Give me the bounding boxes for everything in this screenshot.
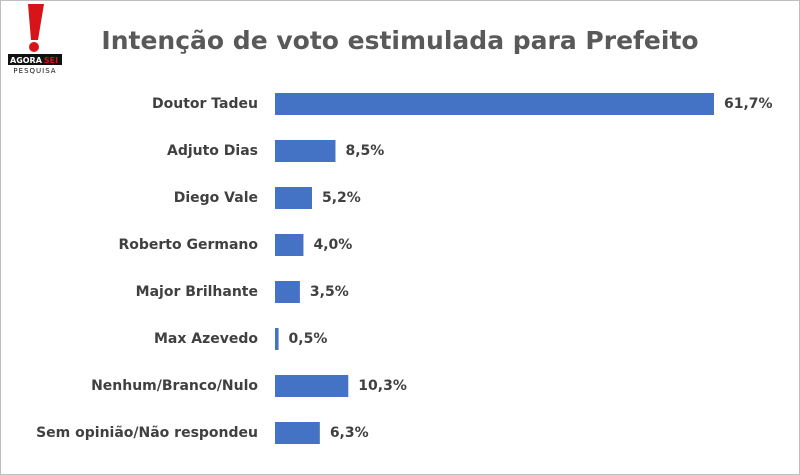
value-label: 5,2%: [322, 190, 361, 206]
category-label: Nenhum/Branco/Nulo: [91, 378, 258, 394]
logo-text: AGORA SEI: [10, 56, 58, 65]
logo-box: [8, 54, 62, 65]
logo-dot: [29, 42, 39, 52]
logo-mark: [28, 4, 44, 40]
category-label: Adjuto Dias: [167, 143, 258, 159]
logo-word: SEI: [44, 56, 58, 65]
bar: [275, 422, 320, 444]
category-label: Roberto Germano: [118, 237, 258, 253]
category-label: Major Brilhante: [136, 284, 258, 300]
bar: [275, 187, 312, 209]
value-label: 4,0%: [313, 237, 352, 253]
value-label: 6,3%: [330, 425, 369, 441]
category-label: Max Azevedo: [154, 331, 258, 347]
value-label: 10,3%: [358, 378, 407, 394]
bar: [275, 375, 349, 397]
value-label: 8,5%: [345, 143, 384, 159]
chart-title: Intenção de voto estimulada para Prefeit…: [101, 26, 698, 55]
value-label: 3,5%: [310, 284, 349, 300]
bar: [275, 140, 336, 162]
category-label: Diego Vale: [174, 190, 258, 206]
logo-subtext: PESQUISA: [13, 67, 56, 75]
bar: [275, 93, 714, 115]
category-label: Doutor Tadeu: [152, 96, 258, 112]
bar: [275, 328, 279, 350]
category-label: Sem opinião/Não respondeu: [36, 425, 258, 441]
bar: [275, 234, 304, 256]
bar: [275, 281, 300, 303]
logo-word: AGORA: [10, 56, 43, 65]
value-label: 61,7%: [724, 96, 773, 112]
value-label: 0,5%: [289, 331, 328, 347]
logo: AGORA SEI PESQUISA: [8, 4, 62, 75]
